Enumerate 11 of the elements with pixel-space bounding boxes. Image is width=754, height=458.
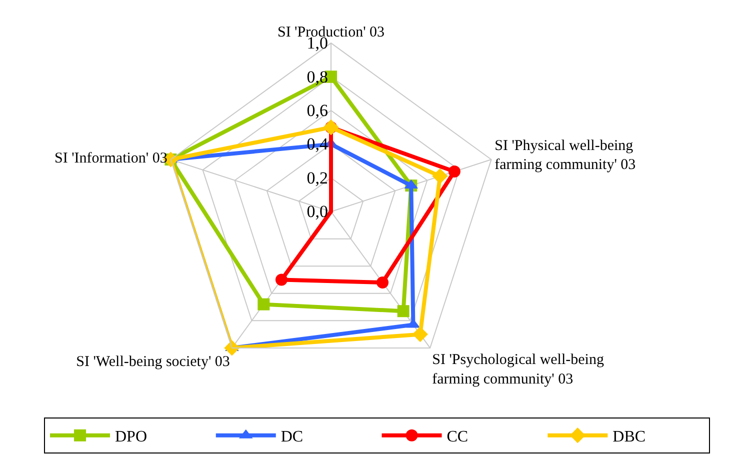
y-tick-label: 0,0 — [306, 202, 328, 222]
y-tick-label: 0,2 — [306, 168, 328, 188]
spoke-label: SI 'Psychological well-being farming community' 03 — [432, 352, 604, 388]
legend-label: DBC — [612, 428, 646, 446]
spoke-label: SI 'Physical well-being farming community' 03 — [494, 138, 636, 174]
y-tick-label: 0,6 — [306, 100, 328, 120]
legend-label: DPO — [115, 428, 148, 446]
legend-label: DC — [280, 428, 304, 446]
y-tick-label: 0,4 — [306, 134, 328, 154]
spoke-label: SI 'Well-being society' 03 — [76, 354, 230, 370]
legend-label: CC — [446, 428, 468, 446]
